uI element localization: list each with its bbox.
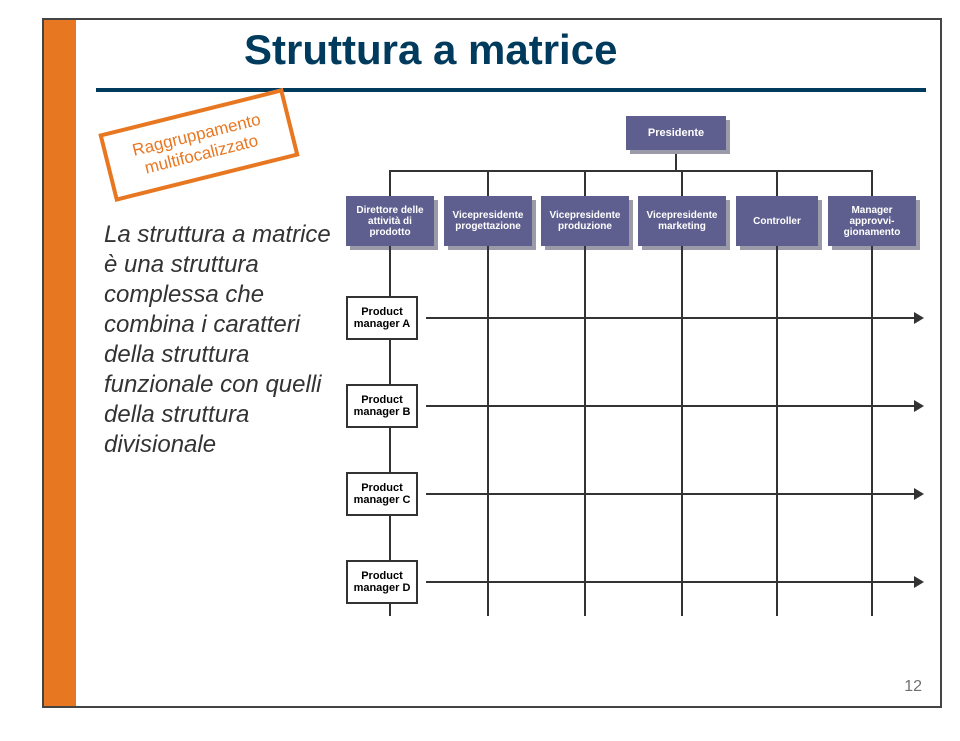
connector [681,170,683,196]
tag-badge: Raggruppamento multifocalizzato [98,88,299,202]
node-vp-3: Vicepresidente marketing [638,196,726,246]
node-vp-1: Vicepresidente progettazione [444,196,532,246]
node-vp-0: Direttore delle attività di prodotto [346,196,434,246]
connector [776,170,778,196]
arrow-line-2 [426,493,914,495]
connector [487,170,489,196]
node-vp-5: Manager approvvi-gionamento [828,196,916,246]
title-underline [96,88,926,92]
connector [584,170,586,196]
grid-vline-0 [487,246,489,616]
page-number: 12 [904,678,922,696]
node-presidente: Presidente [626,116,726,150]
arrow-head-0 [914,312,924,324]
grid-vline-1 [584,246,586,616]
arrow-line-3 [426,581,914,583]
arrow-line-0 [426,317,914,319]
node-product-0: Product manager A [346,296,418,340]
connector [675,154,677,170]
node-vp-4: Controller [736,196,818,246]
node-product-3: Product manager D [346,560,418,604]
arrow-head-1 [914,400,924,412]
grid-vline-4 [871,246,873,616]
node-product-2: Product manager C [346,472,418,516]
tag-text: Raggruppamento multifocalizzato [106,104,292,186]
arrow-head-3 [914,576,924,588]
node-product-1: Product manager B [346,384,418,428]
grid-vline-2 [681,246,683,616]
slide-title: Struttura a matrice [244,26,617,74]
connector [871,170,873,196]
node-vp-2: Vicepresidente produzione [541,196,629,246]
arrow-line-1 [426,405,914,407]
arrow-head-2 [914,488,924,500]
org-chart: Presidente Direttore delle attività di pr… [346,106,934,696]
connector [389,170,391,196]
body-paragraph: La struttura a matrice è una struttura c… [104,220,334,460]
slide-frame: Struttura a matrice Raggruppamento multi… [42,18,942,708]
sidebar-accent [44,20,76,706]
bus-line [390,170,872,172]
grid-vline-3 [776,246,778,616]
